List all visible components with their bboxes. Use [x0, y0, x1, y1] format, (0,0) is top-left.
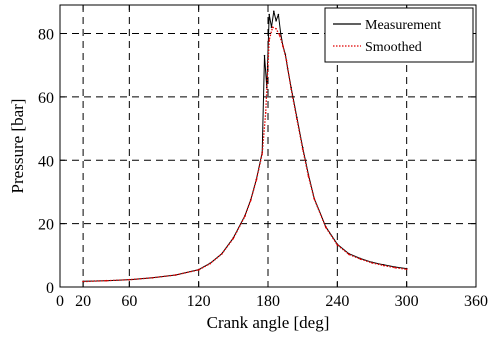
x-tick-label: 120 — [187, 293, 211, 310]
y-tick-label: 40 — [38, 153, 54, 170]
x-tick-label: 360 — [464, 293, 488, 310]
data-point-smoothed — [209, 262, 211, 265]
data-point-smoothed — [394, 266, 396, 269]
data-point-measurement — [263, 54, 266, 57]
data-point-smoothed — [282, 45, 284, 47]
x-tick-label: 300 — [395, 293, 419, 310]
data-point-smoothed — [371, 262, 373, 264]
data-point-smoothed — [290, 88, 292, 90]
axis-ticks: 0 20 60 120 180 240 300 360 0 20 40 60 80 — [38, 5, 488, 310]
series-line-smoothed — [83, 26, 407, 283]
data-point-smoothed — [244, 215, 246, 218]
y-tick-label: 20 — [38, 217, 54, 234]
data-point-measurement — [266, 86, 268, 89]
data-point-measurement — [268, 13, 271, 16]
data-point-smoothed — [325, 226, 327, 229]
data-point-smoothed — [301, 148, 304, 150]
data-point-smoothed — [232, 237, 235, 240]
data-point-smoothed — [336, 244, 339, 246]
y-tick-label: 80 — [38, 27, 54, 44]
data-point-measurement — [296, 116, 298, 119]
data-point-smoothed — [151, 277, 154, 279]
data-point-measurement — [279, 32, 282, 35]
x-tick-label: 240 — [325, 293, 349, 310]
y-tick-label: 0 — [46, 280, 54, 297]
data-point-smoothed — [307, 175, 310, 177]
data-point-smoothed — [255, 179, 258, 181]
data-point-measurement — [273, 10, 275, 13]
data-point-smoothed — [278, 34, 281, 36]
data-point-smoothed — [313, 198, 316, 200]
data-point-smoothed — [348, 253, 350, 256]
data-point-measurement — [270, 26, 273, 29]
legend-label-smoothed: Smoothed — [365, 40, 422, 55]
legend-box — [324, 7, 474, 63]
x-tick-label: 180 — [256, 293, 280, 310]
x-axis-label: Crank angle [deg] — [207, 313, 330, 332]
data-point-smoothed — [268, 39, 271, 41]
legend: Measurement Smoothed — [324, 7, 474, 63]
data-point-smoothed — [197, 269, 200, 271]
data-point-smoothed — [296, 118, 298, 120]
x-tick-label: 0 — [56, 293, 64, 310]
data-point-smoothed — [359, 258, 362, 260]
grid — [60, 5, 476, 287]
data-point-smoothed — [271, 26, 274, 29]
series-layer — [82, 10, 408, 283]
data-point-smoothed — [174, 274, 177, 276]
data-point-smoothed — [382, 264, 385, 267]
data-point-measurement — [277, 13, 280, 16]
y-axis-label: Pressure [bar] — [8, 99, 27, 194]
data-point-smoothed — [405, 268, 408, 271]
data-point-smoothed — [128, 278, 131, 281]
x-tick-label: 60 — [121, 293, 137, 310]
data-point-smoothed — [221, 253, 223, 255]
data-point-smoothed — [275, 28, 277, 30]
data-point-smoothed — [261, 153, 264, 155]
data-point-smoothed — [249, 199, 252, 202]
data-point-smoothed — [264, 111, 267, 114]
x-tick-label: 20 — [75, 293, 91, 310]
data-point-measurement — [275, 20, 277, 22]
y-tick-label: 60 — [38, 90, 54, 107]
legend-label-measurement: Measurement — [365, 18, 441, 33]
data-point-smoothed — [105, 279, 107, 282]
data-point-smoothed — [285, 59, 288, 62]
